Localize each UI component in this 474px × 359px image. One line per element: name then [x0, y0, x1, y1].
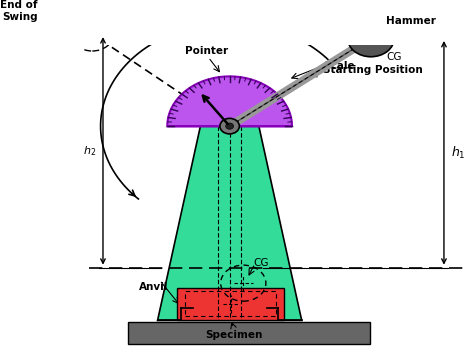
- Text: Anvil: Anvil: [139, 281, 168, 292]
- Text: CG: CG: [253, 258, 268, 268]
- Text: Scale: Scale: [323, 61, 355, 70]
- Circle shape: [226, 123, 234, 129]
- Circle shape: [347, 19, 394, 57]
- Text: Hammer: Hammer: [386, 16, 437, 25]
- Bar: [185, 291, 276, 316]
- Text: End of
Swing: End of Swing: [0, 0, 38, 22]
- Polygon shape: [157, 126, 302, 321]
- Text: Starting Position: Starting Position: [323, 65, 423, 75]
- Text: Pointer: Pointer: [185, 46, 228, 56]
- Circle shape: [220, 118, 239, 134]
- Text: Specimen: Specimen: [205, 330, 262, 340]
- Bar: [128, 322, 370, 344]
- Text: $h_2$: $h_2$: [83, 144, 96, 158]
- Text: CG: CG: [386, 52, 402, 62]
- Polygon shape: [167, 76, 292, 126]
- Bar: [177, 288, 284, 321]
- Text: $h_1$: $h_1$: [451, 145, 465, 161]
